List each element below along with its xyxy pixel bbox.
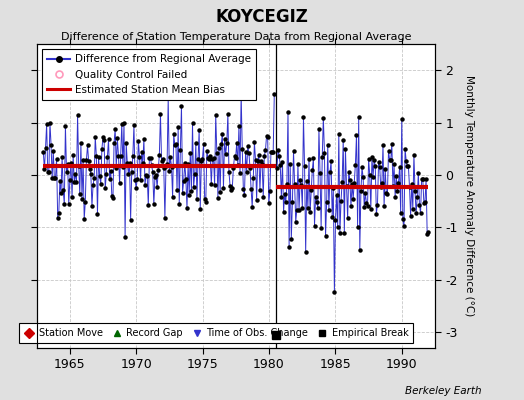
Title: Difference of Station Temperature Data from Regional Average: Difference of Station Temperature Data f… (61, 32, 411, 42)
Y-axis label: Monthly Temperature Anomaly Difference (°C): Monthly Temperature Anomaly Difference (… (464, 75, 474, 317)
Legend: Station Move, Record Gap, Time of Obs. Change, Empirical Break: Station Move, Record Gap, Time of Obs. C… (19, 324, 413, 343)
Text: KOYCEGIZ: KOYCEGIZ (215, 8, 309, 26)
Text: Berkeley Earth: Berkeley Earth (406, 386, 482, 396)
